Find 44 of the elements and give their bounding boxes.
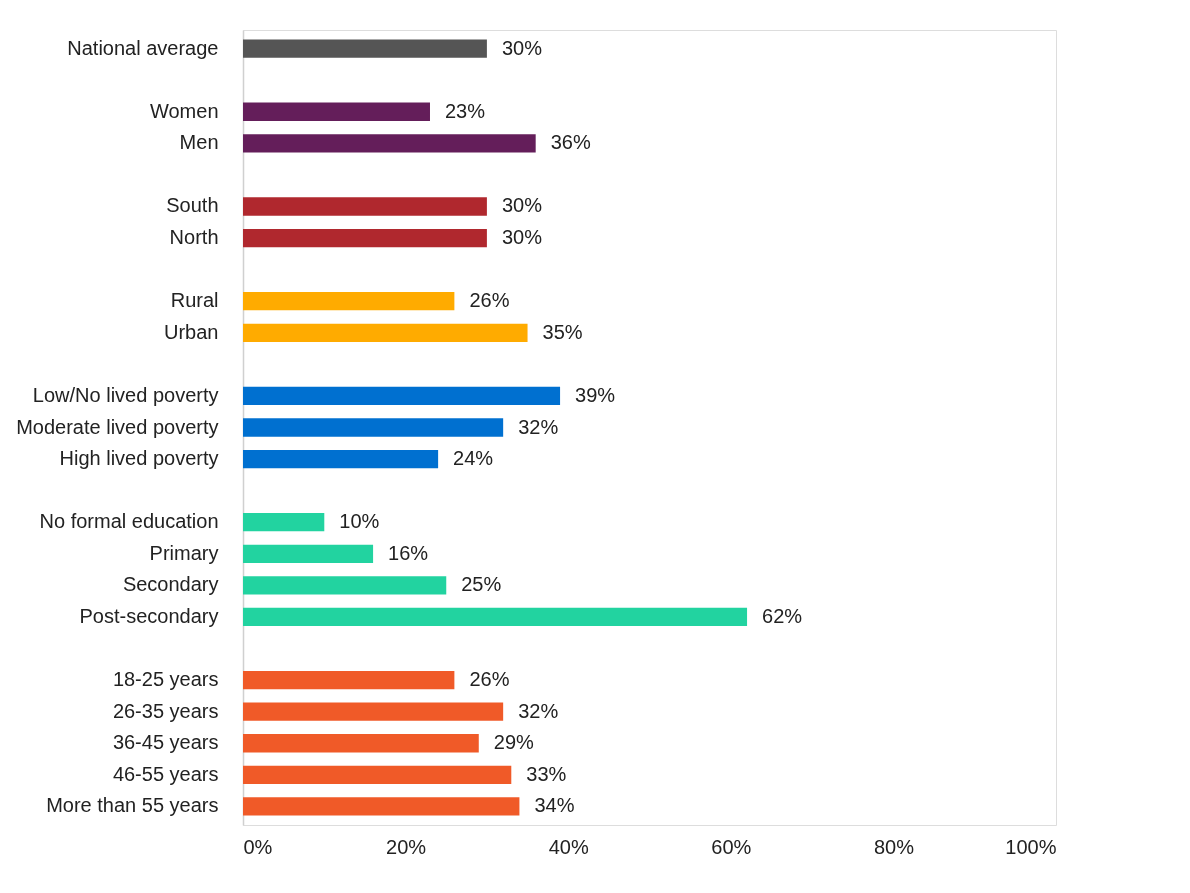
data-label: 35%	[542, 320, 583, 343]
y-tick-label: 26-35 years	[112, 699, 219, 722]
data-label: 32%	[518, 699, 559, 722]
data-label: 34%	[534, 794, 575, 817]
x-tick-label: 20%	[386, 835, 427, 858]
x-tick-label: 80%	[873, 835, 915, 858]
y-tick-label: 46-55 years	[112, 762, 219, 785]
data-label: 26%	[469, 668, 510, 691]
y-tick-label: Moderate lived poverty	[16, 415, 219, 438]
data-label: 10%	[339, 510, 380, 533]
y-tick-label: High lived poverty	[59, 447, 219, 470]
x-tick-label: 100%	[1005, 835, 1057, 858]
y-tick-label: Secondary	[122, 573, 219, 596]
y-tick-label: Low/No lived poverty	[32, 383, 219, 406]
y-tick-label: No formal education	[39, 510, 219, 533]
data-label: 23%	[444, 99, 486, 122]
x-tick-label: 40%	[548, 835, 589, 858]
x-tick-label: 0%	[243, 835, 273, 858]
data-label: 29%	[493, 731, 535, 754]
y-tick-label: Urban	[164, 320, 219, 343]
data-label: 24%	[453, 447, 494, 470]
x-tick-label: 60%	[711, 835, 752, 858]
y-tick-label: 18-25 years	[112, 668, 219, 691]
data-label: 39%	[575, 383, 616, 406]
data-label: 30%	[501, 226, 543, 249]
y-tick-label: North	[169, 226, 219, 249]
data-label: 36%	[550, 131, 591, 154]
y-tick-label: National average	[67, 36, 219, 59]
y-tick-label: Post-secondary	[79, 604, 219, 627]
y-tick-label: Primary	[149, 541, 219, 564]
data-label: 16%	[388, 541, 429, 564]
data-label: 33%	[526, 762, 567, 785]
data-label: 30%	[501, 194, 543, 217]
y-tick-label: Rural	[170, 289, 219, 312]
y-tick-label: 36-45 years	[112, 731, 219, 754]
data-label: 32%	[518, 415, 559, 438]
data-label: 62%	[762, 604, 803, 627]
y-tick-label: Men	[179, 131, 219, 154]
data-label: 25%	[461, 573, 502, 596]
data-label: 30%	[501, 36, 543, 59]
y-tick-label: More than 55 years	[46, 794, 219, 817]
y-tick-label: Women	[149, 99, 219, 122]
data-label: 26%	[469, 289, 510, 312]
y-tick-label: South	[166, 194, 219, 217]
